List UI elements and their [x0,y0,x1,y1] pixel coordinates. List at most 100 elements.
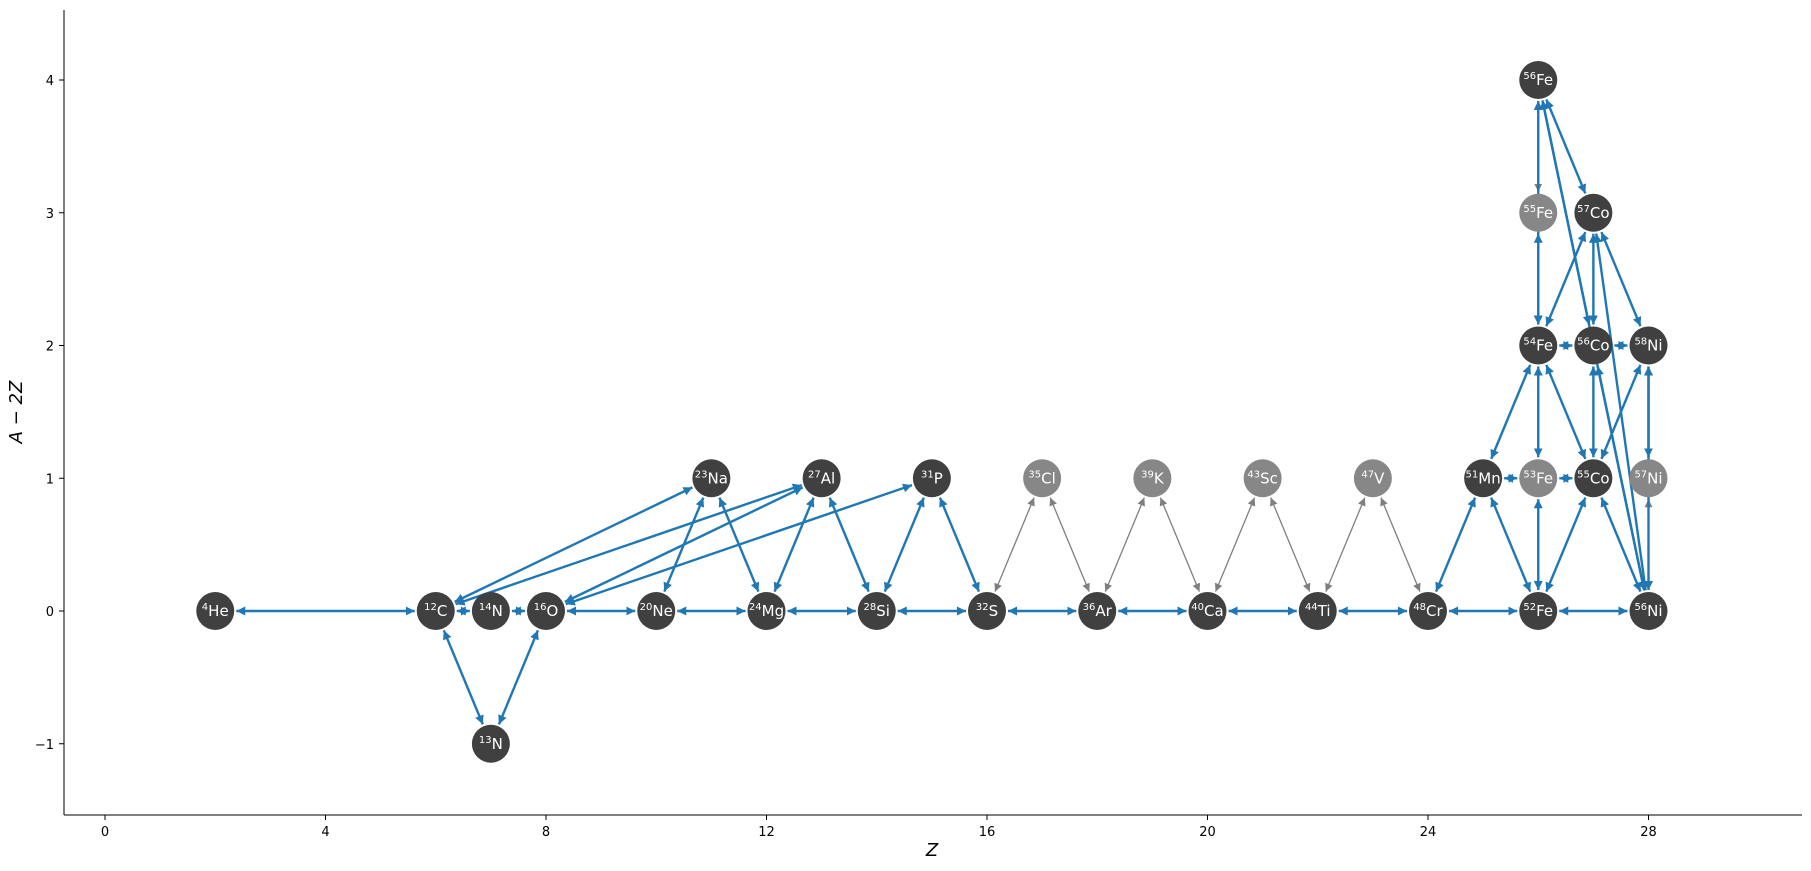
link-k39-ca40 [1159,497,1201,592]
node-label: 4He [202,602,229,620]
mass-number: 20 [640,602,653,613]
node-circle [637,592,676,630]
node-label: 43Sc [1247,469,1278,487]
node-circle [471,592,510,630]
mass-number: 23 [695,469,708,480]
x-ticks: 0 4 8 12 16 20 24 28 [101,815,1657,840]
node-circle [912,459,951,498]
node-circle [1188,592,1227,630]
node-circle [747,592,786,630]
node-circle [968,592,1006,630]
link-co57-ni56 [1593,233,1649,591]
mass-number: 54 [1523,337,1536,348]
x-tick-label: 28 [1640,825,1657,840]
mass-number: 58 [1634,337,1647,348]
node-label: 47V [1361,469,1385,487]
node-ni58: 58Ni [1629,326,1668,365]
node-label: 55Fe [1523,204,1553,222]
y-tick-label: 3 [46,207,54,222]
element-symbol: Ca [1204,602,1224,620]
node-fe53: 53Fe [1519,459,1558,498]
mass-number: 56 [1634,602,1647,613]
mass-number: 47 [1361,469,1374,480]
node-circle [1519,459,1558,498]
node-label: 39K [1141,469,1165,487]
node-circle [1298,592,1337,630]
node-label: 24Mg [749,602,784,620]
node-label: 55Co [1577,469,1609,487]
mass-number: 16 [534,602,547,613]
mass-number: 53 [1523,469,1536,480]
node-label: 57Ni [1634,469,1662,487]
node-label: 58Ni [1634,337,1662,355]
x-tick-label: 16 [979,825,996,840]
mass-number: 57 [1577,204,1590,215]
node-circle [1409,592,1447,630]
node-label: 36Ar [1083,602,1113,620]
node-circle [1519,193,1558,232]
node-label: 52Fe [1523,602,1553,620]
mass-number: 56 [1577,337,1590,348]
element-symbol: Cr [1426,602,1443,620]
link-si28-p31 [883,497,925,593]
node-sc43: 43Sc [1243,459,1282,498]
link-ne20-na23 [663,497,705,593]
link-cl35-ar36 [1049,497,1090,592]
node-circle [1629,459,1668,498]
element-symbol: Mg [762,602,784,620]
node-circle [1519,61,1558,99]
node-fe54: 54Fe [1519,326,1558,365]
node-al27: 27Al [802,459,841,498]
mass-number: 36 [1083,602,1096,613]
node-circle [1574,326,1613,365]
node-label: 14N [479,602,503,620]
node-label: 56Fe [1523,71,1553,89]
node-mn51: 51Mn [1464,459,1503,498]
link-cr48-mn51 [1434,497,1477,593]
node-label: 57Co [1577,204,1609,222]
mass-number: 13 [479,735,492,746]
node-circle [527,592,565,630]
node-label: 32S [976,602,998,620]
links [236,98,1653,725]
mass-number: 32 [976,602,989,613]
node-label: 54Fe [1523,337,1553,355]
mass-number: 35 [1028,469,1041,480]
node-circle [1243,459,1282,498]
element-symbol: Al [821,469,835,487]
node-label: 31P [921,469,943,487]
y-tick-label: 4 [46,74,54,89]
mass-number: 12 [424,602,437,613]
link-ti44-v47 [1325,497,1366,592]
mass-number: 14 [479,602,492,613]
link-c12-na23 [454,486,693,603]
node-label: 27Al [808,469,835,487]
mass-number: 39 [1141,469,1154,480]
node-na23: 23Na [692,459,731,498]
link-fe52-co55 [1545,497,1587,593]
x-tick-label: 0 [101,825,109,840]
node-circle [802,459,841,498]
node-c12: 12C [416,592,455,630]
node-fe56: 56Fe [1519,61,1558,99]
mass-number: 51 [1466,469,1479,480]
mass-number: 24 [749,602,762,613]
element-symbol: Fe [1536,337,1553,355]
mass-number: 48 [1413,602,1426,613]
node-co57: 57Co [1574,193,1613,232]
link-fe54-co55 [1545,364,1587,460]
element-symbol: S [989,602,999,620]
node-fe55: 55Fe [1519,193,1558,232]
y-tick-label: 0 [46,605,54,620]
node-ar36: 36Ar [1078,592,1117,630]
element-symbol: Co [1590,204,1610,222]
element-symbol: Na [708,469,728,487]
mass-number: 57 [1634,469,1647,480]
link-mg24-al27 [773,497,815,593]
node-circle [1574,459,1613,498]
mass-number: 44 [1305,602,1318,613]
link-sc43-ti44 [1270,497,1311,592]
node-circle [1629,592,1668,630]
node-circle [692,459,731,498]
